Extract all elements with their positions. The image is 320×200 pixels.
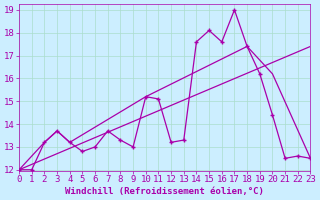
X-axis label: Windchill (Refroidissement éolien,°C): Windchill (Refroidissement éolien,°C): [65, 187, 264, 196]
